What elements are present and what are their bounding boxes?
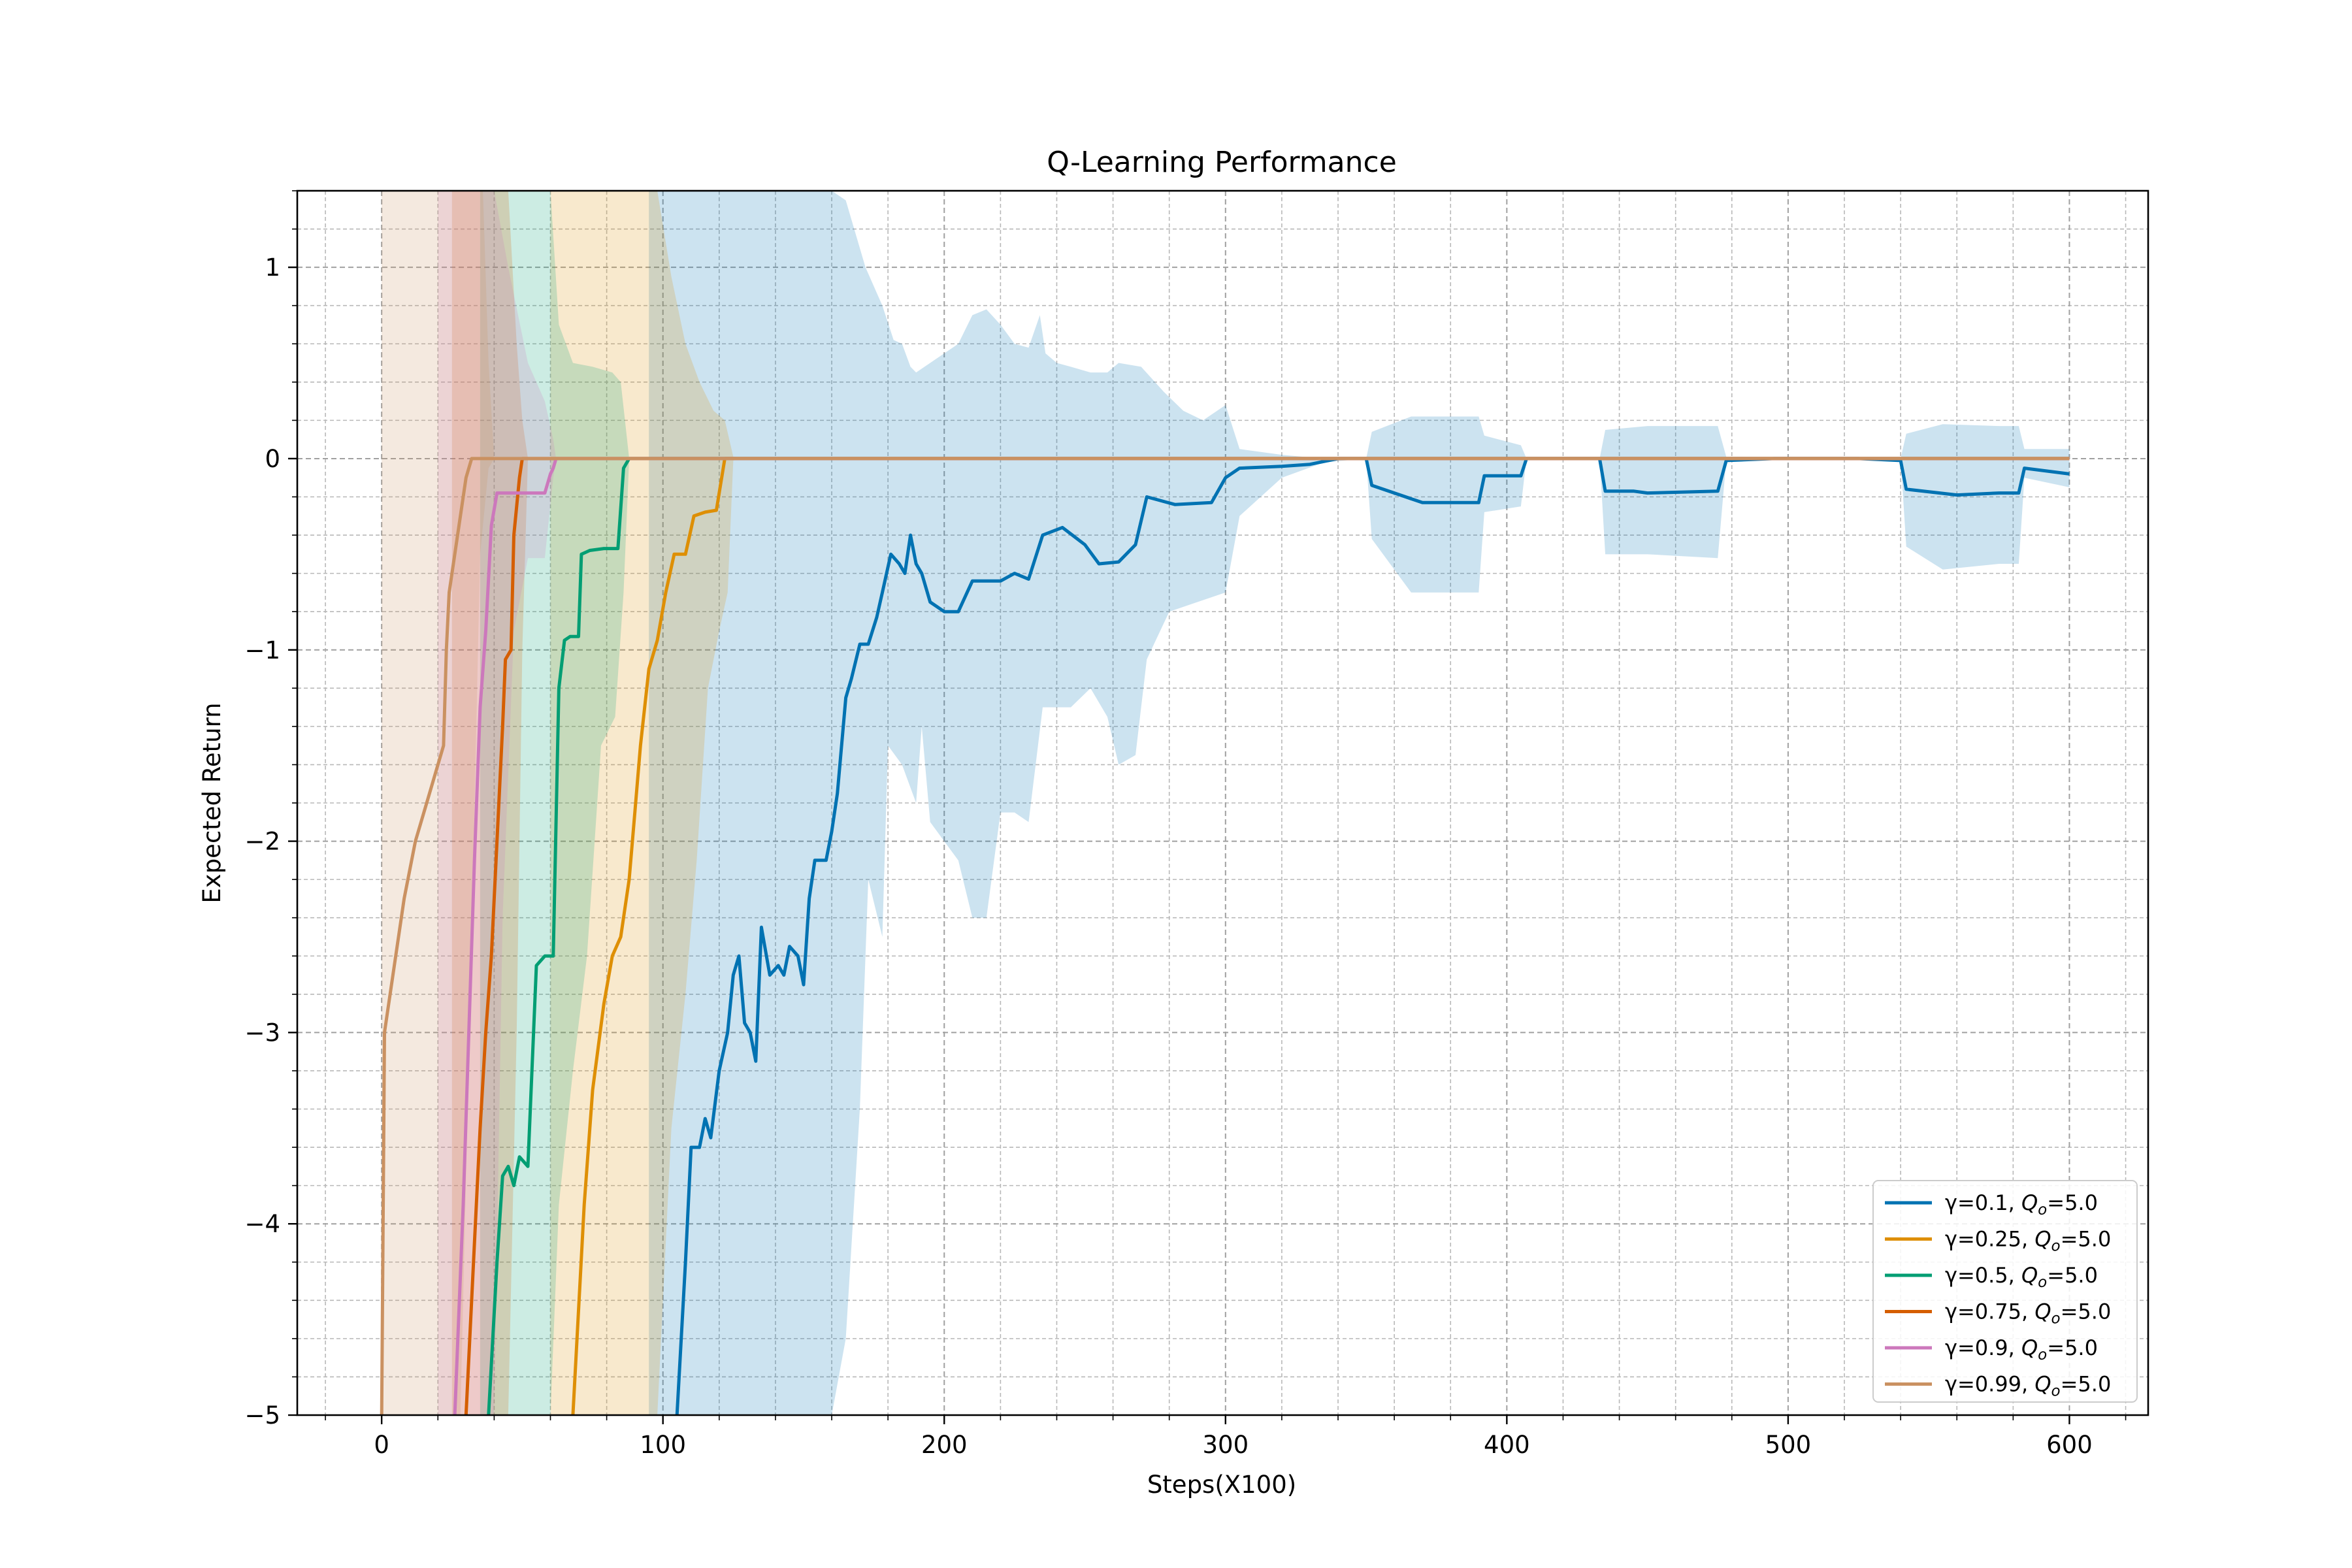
x-tick-label: 400 xyxy=(1484,1431,1530,1459)
y-tick-labels: −5 −4 −3 −2 −1 0 1 xyxy=(244,253,280,1429)
y-tick-label: −4 xyxy=(244,1210,280,1238)
y-tick-label: −3 xyxy=(244,1019,280,1047)
y-axis-label: Expected Return xyxy=(198,702,226,903)
chart-title: Q-Learning Performance xyxy=(1047,146,1397,179)
series-line xyxy=(571,457,2070,1415)
x-tick-label: 100 xyxy=(640,1431,686,1459)
y-tick-label: −2 xyxy=(244,828,280,856)
legend-entry-label: γ=0.25, Qo=5.0 xyxy=(1945,1227,2111,1255)
y-tick-label: 0 xyxy=(265,445,280,473)
x-tick-label: 200 xyxy=(921,1431,968,1459)
series-line xyxy=(487,457,2070,1415)
y-tick-label: −1 xyxy=(244,636,280,664)
x-tick-label: 300 xyxy=(1202,1431,1249,1459)
y-tick-label: −5 xyxy=(244,1401,280,1429)
legend-entry-label: γ=0.5, Qo=5.0 xyxy=(1945,1263,2098,1291)
legend-entry-label: γ=0.9, Qo=5.0 xyxy=(1945,1335,2098,1364)
series-line xyxy=(675,457,2070,1415)
legend-entry-label: γ=0.75, Qo=5.0 xyxy=(1945,1299,2111,1328)
x-tick-label: 500 xyxy=(1765,1431,1812,1459)
minor-grid xyxy=(297,190,2148,1415)
legend-box xyxy=(1872,1180,2138,1403)
series-lines xyxy=(380,457,2070,1415)
series-line xyxy=(380,457,2070,1415)
x-tick-labels: 0 100 200 300 400 500 600 xyxy=(374,1431,2092,1459)
legend-entry-label: γ=0.99, Qo=5.0 xyxy=(1945,1372,2111,1400)
x-axis-label: Steps(X100) xyxy=(1147,1471,1296,1499)
x-tick-label: 0 xyxy=(374,1431,389,1459)
series-band xyxy=(649,191,2070,1415)
x-tick-label: 600 xyxy=(2046,1431,2093,1459)
y-tick-label: 1 xyxy=(265,253,280,282)
series-line xyxy=(453,457,2070,1415)
series-line xyxy=(464,457,2070,1415)
legend: γ=0.1, Qo=5.0 γ=0.25, Qo=5.0 γ=0.5, Qo=5.0… xyxy=(1872,1180,2138,1403)
confidence-bands xyxy=(382,191,2070,1415)
legend-entry-label: γ=0.1, Qo=5.0 xyxy=(1945,1190,2098,1218)
axis-ticks xyxy=(288,190,2127,1424)
